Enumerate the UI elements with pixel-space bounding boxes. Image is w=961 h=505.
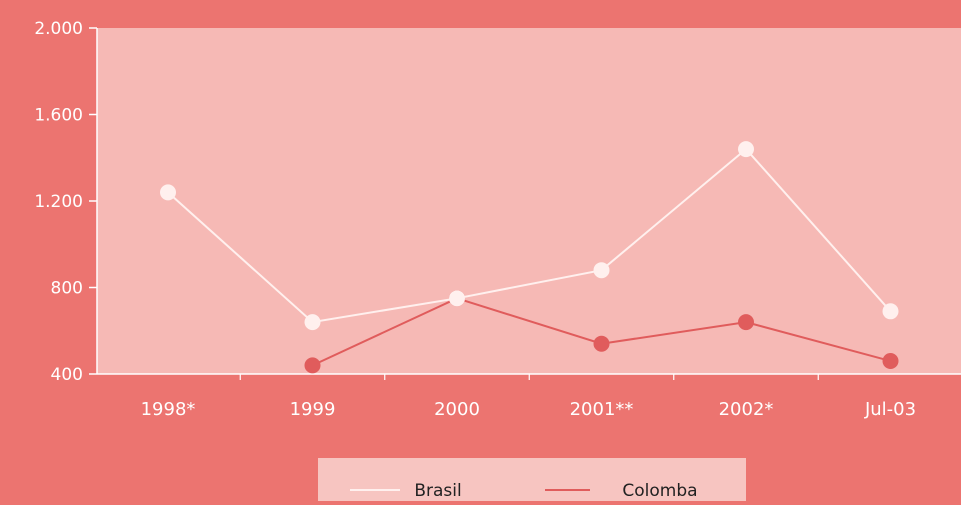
- x-tick-label: Jul-03: [864, 399, 916, 420]
- x-tick-label: 1999: [290, 399, 336, 420]
- data-point-brasil: [449, 290, 465, 307]
- series-layer: [160, 141, 899, 374]
- y-tick-label: 800: [51, 279, 83, 299]
- data-point-brasil: [304, 314, 321, 331]
- legend-label-colomba: Colomba: [622, 481, 697, 501]
- x-tick-label: 2001**: [570, 399, 634, 420]
- x-axis: 1998* 1999 2000 2001** 2002* Jul-03: [97, 373, 961, 420]
- x-tick-label: 1998*: [141, 399, 196, 420]
- y-axis: 2.000 1.600 1.200 800 400: [34, 19, 98, 385]
- data-point-colomba: [882, 353, 899, 370]
- y-tick-label: 400: [51, 365, 83, 385]
- plot-area: [97, 28, 961, 374]
- y-tick-label: 1.200: [34, 192, 83, 212]
- legend: Brasil Colomba: [318, 458, 746, 501]
- legend-box: [318, 458, 746, 501]
- data-point-colomba: [593, 335, 610, 352]
- y-tick-label: 2.000: [34, 19, 83, 39]
- series-line-brasil: [167, 147, 892, 324]
- data-point-brasil: [160, 184, 176, 201]
- data-point-brasil: [738, 141, 754, 158]
- legend-label-brasil: Brasil: [414, 481, 461, 501]
- x-tick-label: 2002*: [719, 399, 774, 420]
- x-tick-label: 2000: [434, 399, 480, 420]
- data-point-colomba: [304, 357, 321, 374]
- y-tick-label: 1.600: [34, 106, 83, 126]
- data-point-brasil: [882, 303, 899, 320]
- data-point-brasil: [593, 262, 610, 279]
- data-point-colomba: [738, 314, 754, 331]
